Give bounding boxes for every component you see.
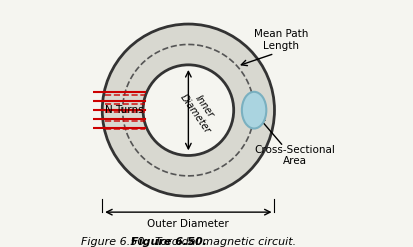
Text: N Turns: N Turns <box>104 105 143 115</box>
Text: Outer Diameter: Outer Diameter <box>147 219 229 229</box>
Text: Figure 6.50.  Toroidal magnetic circuit.: Figure 6.50. Toroidal magnetic circuit. <box>81 237 296 247</box>
Text: Figure 6.50.: Figure 6.50. <box>131 237 207 247</box>
Text: Cross-Sectional
Area: Cross-Sectional Area <box>254 145 335 166</box>
Circle shape <box>143 65 234 156</box>
Ellipse shape <box>242 92 266 128</box>
Text: Mean Path
Length: Mean Path Length <box>254 29 309 51</box>
Text: Inner
Diameter: Inner Diameter <box>178 85 222 135</box>
Circle shape <box>102 24 275 196</box>
